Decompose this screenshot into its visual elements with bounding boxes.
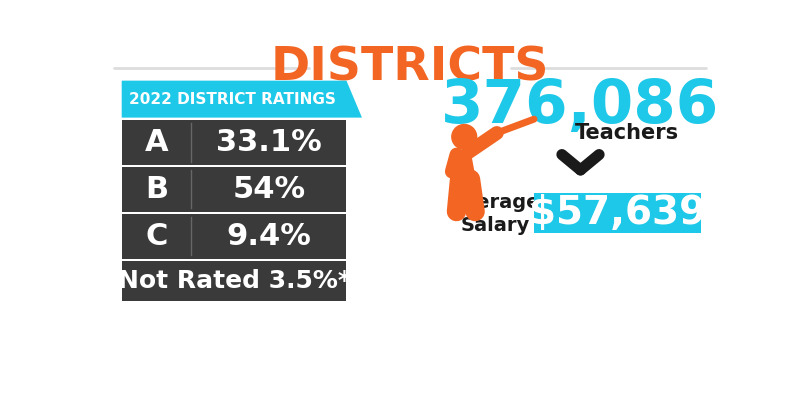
Text: $57,639: $57,639 bbox=[529, 194, 706, 232]
Circle shape bbox=[452, 124, 477, 149]
Text: 376,086: 376,086 bbox=[442, 76, 720, 135]
Text: Not Rated 3.5%*: Not Rated 3.5%* bbox=[118, 269, 350, 293]
FancyBboxPatch shape bbox=[122, 261, 346, 301]
Text: A: A bbox=[145, 128, 168, 157]
Text: B: B bbox=[145, 175, 168, 204]
FancyBboxPatch shape bbox=[122, 214, 346, 258]
Text: 54%: 54% bbox=[232, 175, 306, 204]
Text: 9.4%: 9.4% bbox=[226, 222, 311, 251]
FancyBboxPatch shape bbox=[122, 120, 346, 164]
Text: C: C bbox=[146, 222, 168, 251]
Text: Teachers: Teachers bbox=[575, 123, 679, 143]
Text: DISTRICTS: DISTRICTS bbox=[270, 45, 550, 90]
Polygon shape bbox=[453, 150, 476, 179]
Text: 2022 DISTRICT RATINGS: 2022 DISTRICT RATINGS bbox=[130, 92, 336, 107]
FancyBboxPatch shape bbox=[534, 193, 701, 233]
FancyBboxPatch shape bbox=[122, 167, 346, 211]
Text: 33.1%: 33.1% bbox=[216, 128, 322, 157]
Polygon shape bbox=[122, 81, 362, 118]
Text: Average
Salary: Average Salary bbox=[450, 193, 541, 235]
